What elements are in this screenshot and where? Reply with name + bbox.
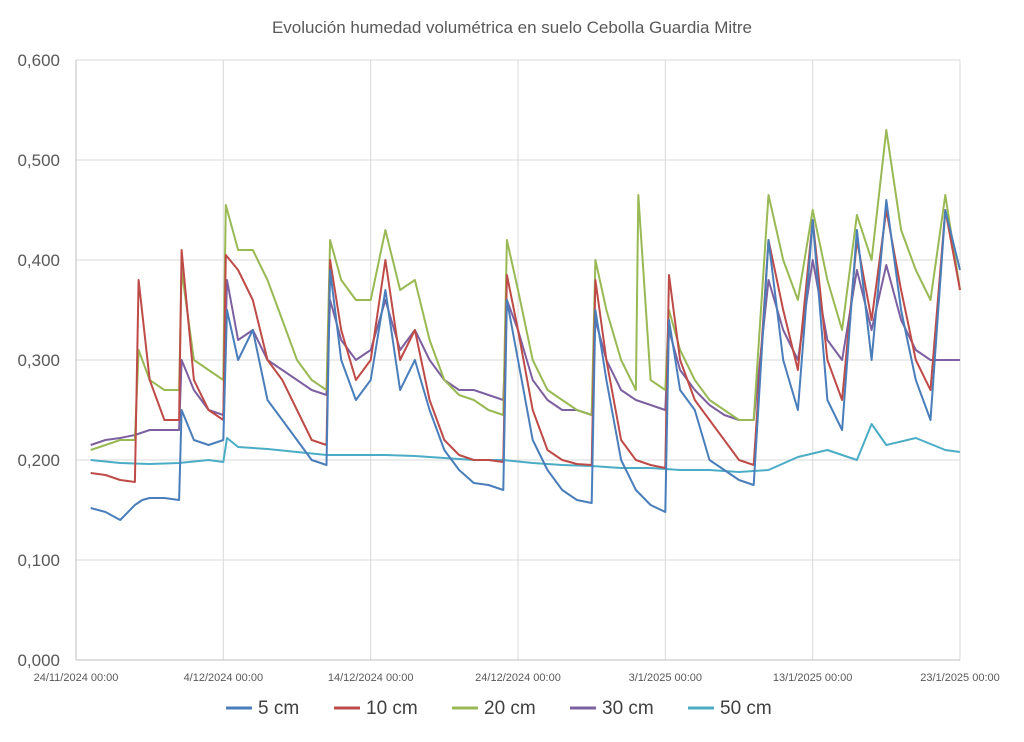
x-tick-label: 13/1/2025 00:00: [773, 672, 853, 684]
x-tick-label: 4/12/2024 00:00: [184, 672, 264, 684]
series-line-50-cm: [90, 423, 961, 473]
x-tick-label: 23/1/2025 00:00: [920, 672, 1000, 684]
legend-item: 30 cm: [570, 698, 654, 719]
chart-title: Evolución humedad volumétrica en suelo C…: [272, 18, 752, 37]
y-tick-label: 0,300: [17, 351, 60, 370]
legend-item: 10 cm: [334, 698, 418, 719]
legend-label: 50 cm: [720, 698, 772, 719]
series-line-5-cm: [90, 199, 961, 521]
legend-item: 50 cm: [688, 698, 772, 719]
y-tick-label: 0,600: [17, 51, 60, 70]
legend-item: 5 cm: [226, 698, 299, 719]
y-tick-label: 0,100: [17, 551, 60, 570]
y-tick-label: 0,400: [17, 251, 60, 270]
legend-item: 20 cm: [452, 698, 536, 719]
legend-label: 5 cm: [258, 698, 299, 719]
x-tick-label: 24/11/2024 00:00: [34, 672, 119, 684]
x-tick-label: 3/1/2025 00:00: [629, 672, 702, 684]
x-tick-label: 24/12/2024 00:00: [475, 672, 561, 684]
x-tick-label: 14/12/2024 00:00: [328, 672, 414, 684]
axes: 0,000 0,100 0,200 0,300 0,400 0,500 0,600 24/11…: [17, 51, 999, 684]
legend: 5 cm 10 cm 20 cm 30 cm 50 cm: [226, 698, 772, 719]
legend-label: 30 cm: [602, 698, 654, 719]
legend-label: 20 cm: [484, 698, 536, 719]
y-tick-label: 0,500: [17, 151, 60, 170]
y-tick-label: 0,200: [17, 451, 60, 470]
series-lines: [90, 129, 961, 521]
legend-label: 10 cm: [366, 698, 418, 719]
y-tick-label: 0,000: [17, 651, 60, 670]
